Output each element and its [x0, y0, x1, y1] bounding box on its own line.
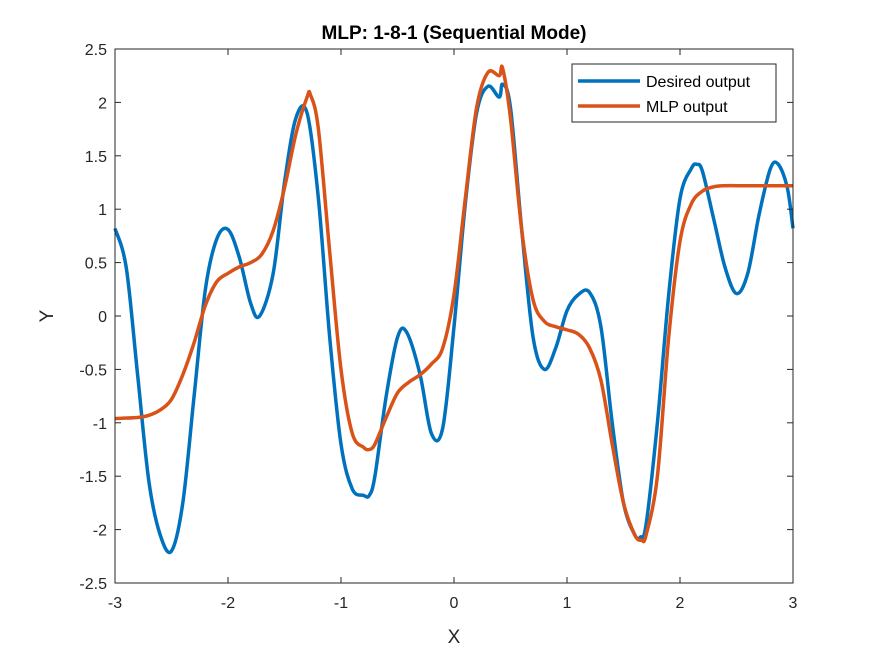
- y-tick-label: -2.5: [79, 576, 107, 593]
- x-tick-label: 3: [789, 595, 798, 612]
- y-axis-label: Y: [37, 309, 58, 322]
- x-tick-label: -3: [108, 595, 122, 612]
- x-axis-label: X: [448, 627, 461, 648]
- legend-box: [571, 63, 777, 123]
- y-tick-label: 0.5: [85, 256, 107, 273]
- y-tick-label: 1.5: [85, 149, 107, 166]
- y-tick-label: 2: [98, 95, 107, 112]
- x-tick-label: 2: [676, 595, 685, 612]
- x-tick-label: -1: [334, 595, 348, 612]
- x-tick-label: 0: [450, 595, 459, 612]
- y-tick-label: 1: [98, 202, 107, 219]
- y-tick-label: -1.5: [79, 469, 107, 486]
- legend: Desired output MLP output: [571, 63, 777, 123]
- x-tick-label: -2: [221, 595, 235, 612]
- legend-label-mlp-output: MLP output: [646, 99, 728, 116]
- chart-title: MLP: 1-8-1 (Sequential Mode): [322, 23, 587, 44]
- legend-label-desired-output: Desired output: [646, 74, 751, 91]
- series-layer: [113, 64, 795, 555]
- y-tick-label: -0.5: [79, 362, 107, 379]
- series-line-mlp-output: [114, 64, 793, 544]
- y-axis-ticks: -2.5 -2 -1.5 -1 -0.5 0 0.5 1 1.5 2 2.5: [79, 42, 793, 593]
- x-tick-label: 1: [563, 595, 572, 612]
- y-tick-label: -2: [93, 523, 107, 540]
- y-tick-label: 0: [98, 309, 107, 326]
- y-tick-label: 2.5: [85, 42, 107, 59]
- y-tick-label: -1: [93, 416, 107, 433]
- x-axis-ticks: -3 -2 -1 0 1 2 3: [108, 49, 798, 612]
